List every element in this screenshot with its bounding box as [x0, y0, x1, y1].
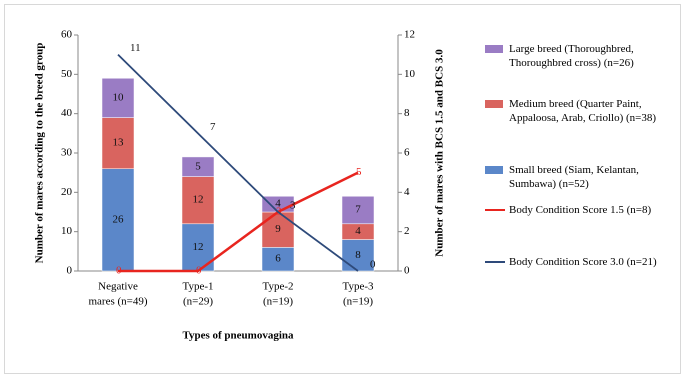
bar-segment [181, 156, 215, 177]
bar-segment [261, 211, 295, 248]
frame [4, 4, 681, 374]
x-axis-title: Types of pneumovagina [182, 330, 294, 342]
bar-value-label: 4 [275, 198, 281, 210]
x-tick-label: mares (n=49) [88, 296, 147, 308]
x-tick-label: (n=19) [263, 296, 293, 308]
legend-label: Large breed (Thoroughbred, Thoroughbred … [509, 43, 634, 69]
legend-item: Small breed (Siam, Kelantan, Sumbawa) (n… [485, 163, 670, 191]
x-tick-label: Type-2 [263, 281, 294, 293]
legend-label: Body Condition Score 1.5 (n=8) [509, 204, 652, 216]
legend-label: Body Condition Score 3.0 (n=21) [509, 256, 657, 268]
line-value-label: 0 [370, 259, 376, 271]
y-tick-label: 10 [61, 225, 73, 237]
bar-value-label: 12 [193, 194, 204, 206]
y2-axis-title: Number of mares with BCS 1.5 and BCS 3.0 [434, 49, 446, 257]
y-axis-title: Number of mares according to the breed g… [34, 43, 46, 264]
bar-value-label: 9 [275, 223, 281, 235]
legend-marker [485, 45, 503, 53]
bar-segment [101, 117, 135, 169]
bar-value-label: 13 [113, 137, 125, 149]
y2-tick-label: 6 [404, 147, 410, 159]
bar-value-label: 5 [195, 160, 201, 172]
legend-marker [485, 209, 505, 211]
legend-label: Small breed (Siam, Kelantan, Sumbawa) (n… [509, 164, 639, 190]
y2-tick-label: 12 [404, 29, 415, 41]
bar-value-label: 12 [193, 241, 204, 253]
x-tick-label: Negative [98, 281, 138, 293]
y-tick-label: 40 [61, 107, 73, 119]
x-tick-label: Type-3 [343, 281, 374, 293]
bar-value-label: 6 [275, 253, 281, 265]
legend-marker [485, 261, 505, 263]
bar-segment [101, 168, 135, 272]
legend-marker [485, 166, 503, 174]
bar-segment [181, 176, 215, 225]
legend-label: Medium breed (Quarter Paint, Appaloosa, … [509, 98, 657, 124]
line [118, 171, 359, 273]
y-tick-label: 20 [61, 186, 73, 198]
legend-marker [485, 100, 503, 108]
legend-item: Large breed (Thoroughbred, Thoroughbred … [485, 42, 670, 70]
legend-item: Body Condition Score 1.5 (n=8) [485, 203, 670, 217]
y2-tick-label: 2 [404, 225, 410, 237]
bar-value-label: 26 [113, 213, 125, 225]
legend-item: Medium breed (Quarter Paint, Appaloosa, … [485, 97, 670, 125]
bar-segment [341, 196, 375, 225]
line-value-label: 7 [210, 121, 216, 133]
y-tick-label: 0 [67, 265, 73, 277]
x-tick-label: (n=19) [343, 296, 373, 308]
bar-value-label: 8 [355, 249, 361, 261]
line-value-label: 3 [290, 200, 296, 212]
x-tick-label: (n=29) [183, 296, 213, 308]
y2-tick-label: 10 [404, 68, 416, 80]
line [117, 54, 359, 272]
bar-segment [101, 78, 135, 118]
y-tick-label: 30 [61, 147, 73, 159]
legend-item: Body Condition Score 3.0 (n=21) [485, 255, 670, 269]
bar-value-label: 7 [355, 204, 361, 216]
y-tick-label: 50 [61, 68, 73, 80]
x-tick-label: Type-1 [183, 281, 214, 293]
y2-tick-label: 4 [404, 186, 410, 198]
y2-tick-label: 0 [404, 265, 410, 277]
y-tick-label: 60 [61, 29, 73, 41]
bar-value-label: 10 [113, 91, 125, 103]
y2-tick-label: 8 [404, 107, 410, 119]
line-value-label: 5 [356, 166, 362, 178]
line-value-label: 3 [276, 206, 282, 218]
bar-value-label: 4 [355, 225, 361, 237]
line-value-label: 11 [130, 42, 141, 54]
line-value-label: 0 [196, 265, 202, 277]
line-value-label: 0 [116, 265, 122, 277]
